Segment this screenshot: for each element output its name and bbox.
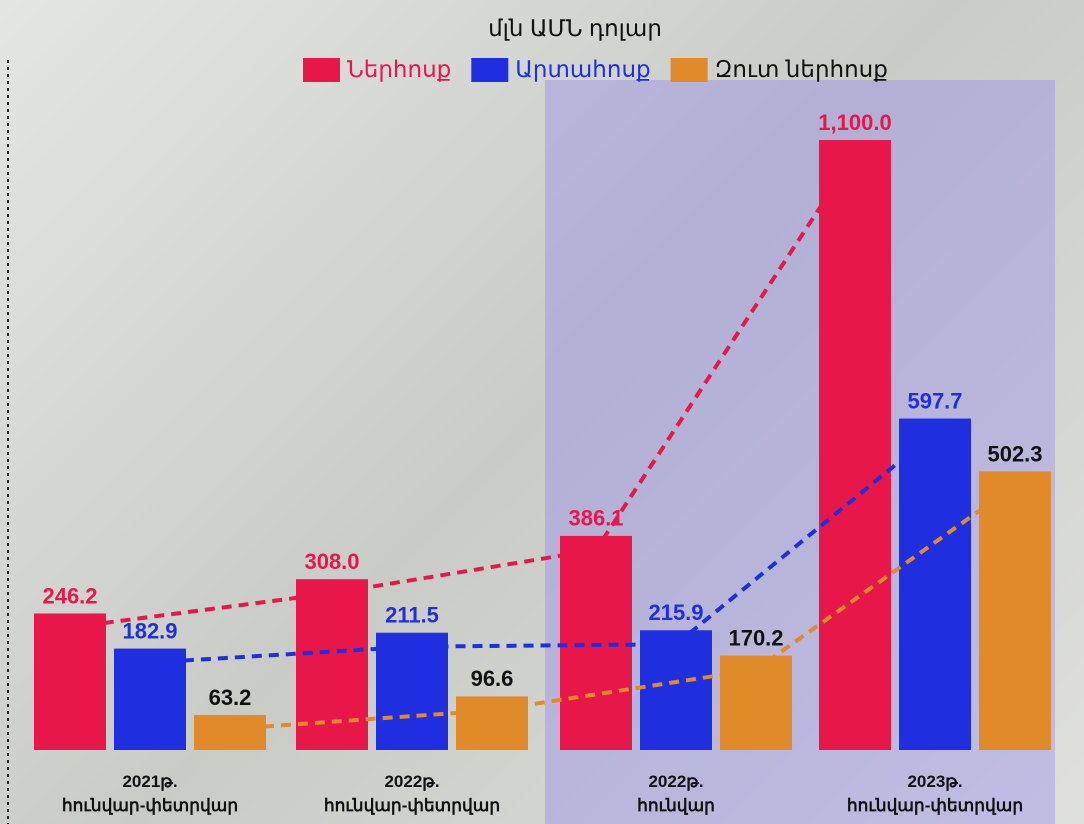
- bar: [34, 613, 106, 750]
- bar: [376, 633, 448, 750]
- bar: [979, 471, 1051, 750]
- bar: [456, 696, 528, 750]
- legend-label: Զուտ ներհոսք: [715, 56, 888, 82]
- value-label: 597.7: [907, 388, 962, 413]
- value-label: 63.2: [209, 685, 252, 710]
- bar: [640, 630, 712, 750]
- x-tick-label: 2023թ. հունվար-փետրվար: [815, 770, 1055, 818]
- x-tick-label: 2022թ. հունվար: [556, 770, 796, 818]
- value-label: 170.2: [728, 625, 783, 650]
- bar: [819, 140, 891, 750]
- value-label: 502.3: [987, 441, 1042, 466]
- x-tick-label: 2022թ. հունվար-փետրվար: [292, 770, 532, 818]
- chart-svg: մլն ԱՄՆ դոլար Ներհոսք Արտահոսք Զուտ ներհոս…: [0, 0, 1084, 824]
- chart: մլն ԱՄՆ դոլար Ներհոսք Արտահոսք Զուտ ներհոս…: [0, 0, 1084, 824]
- bar: [114, 649, 186, 750]
- legend-label: Ներհոսք: [347, 56, 451, 82]
- value-label: 308.0: [304, 549, 359, 574]
- legend-label: Արտահոսք: [515, 56, 650, 82]
- bar: [560, 536, 632, 750]
- legend-swatch: [671, 58, 708, 82]
- bar: [194, 715, 266, 750]
- value-label: 246.2: [42, 583, 97, 608]
- legend-swatch: [471, 58, 508, 82]
- x-tick-label: 2021թ. հունվար-փետրվար: [30, 770, 270, 818]
- value-label: 96.6: [471, 666, 514, 691]
- bar: [899, 419, 971, 750]
- value-label: 182.9: [122, 618, 177, 643]
- value-label: 211.5: [385, 603, 439, 628]
- chart-title: մլն ԱՄՆ դոլար: [488, 15, 662, 41]
- value-label: 1,100.0: [818, 110, 891, 135]
- value-label: 215.9: [648, 600, 703, 625]
- legend-swatch: [303, 58, 340, 82]
